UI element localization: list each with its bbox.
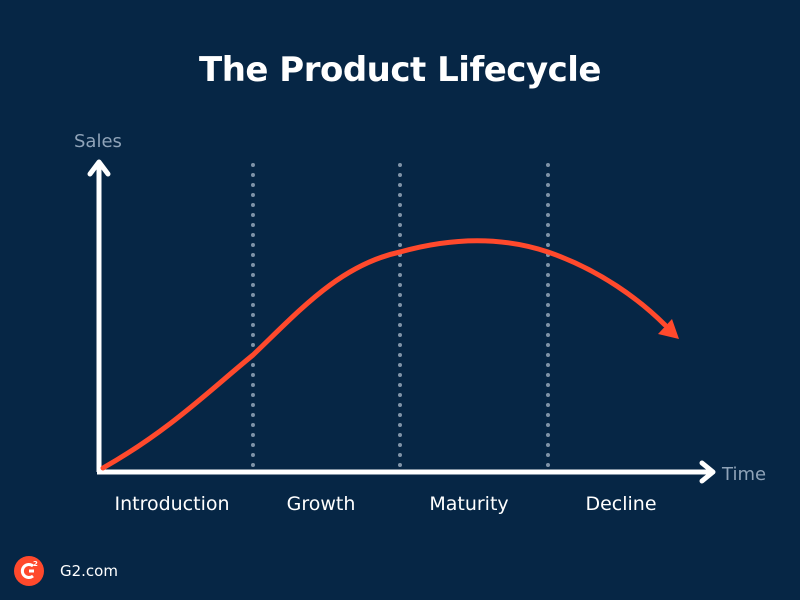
page-title: The Product Lifecycle — [199, 50, 601, 90]
stage-label-growth: Growth — [286, 493, 356, 515]
y-axis-label: Sales — [74, 131, 122, 152]
x-axis-label: Time — [722, 464, 767, 485]
brand: 2 G2.com — [14, 556, 118, 586]
stage-dividers — [251, 163, 550, 470]
svg-text:2: 2 — [33, 560, 38, 568]
g2-logo-icon: 2 — [14, 556, 44, 586]
stage-label-decline: Decline — [585, 493, 657, 515]
curve-arrowhead-icon — [658, 319, 679, 339]
stage-label-maturity: Maturity — [429, 493, 509, 515]
brand-text: G2.com — [60, 562, 118, 580]
axes — [87, 159, 716, 484]
sales-curve — [100, 238, 679, 471]
stage-label-introduction: Introduction — [114, 493, 230, 515]
